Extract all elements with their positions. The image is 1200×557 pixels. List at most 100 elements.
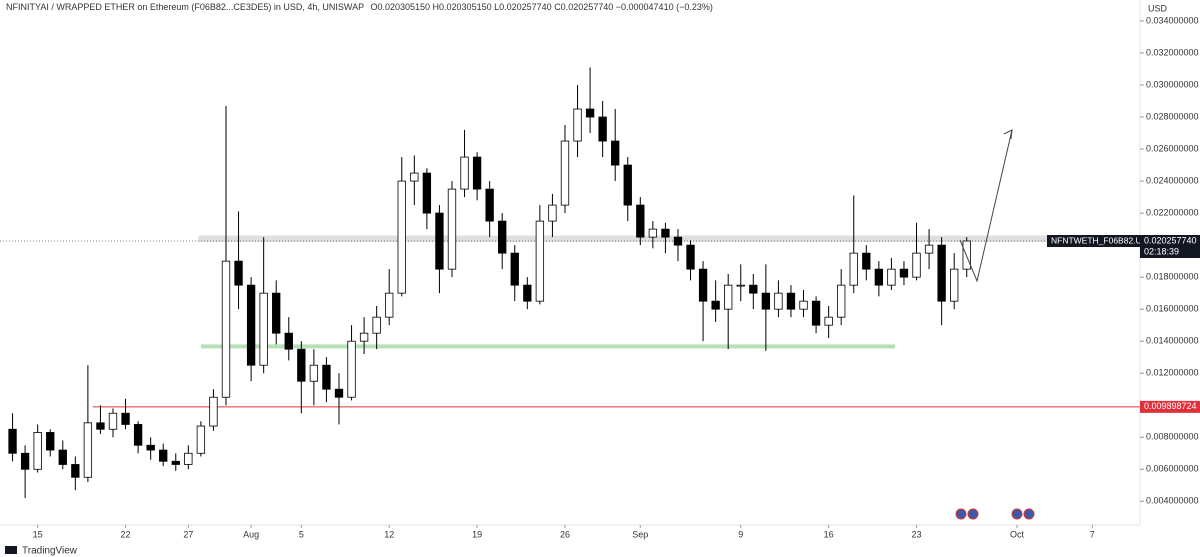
candle-body [724,284,733,310]
candle-body [410,172,419,182]
candle-body [8,428,17,454]
y-tick-label: 0.012000000 [1146,368,1199,378]
candles [8,67,971,499]
candle-body [573,108,582,142]
candle-body [20,452,30,470]
candle-body [686,244,695,270]
candle-body [297,348,306,382]
candle-body [133,424,143,446]
event-flag[interactable] [1023,508,1035,520]
candle-body [736,284,745,287]
price-label: 0.020257740 [1144,235,1197,245]
candle-body [259,292,268,366]
candle-body [234,260,243,286]
candle-body [246,284,256,366]
ohlc-low: L0.020257740 [494,2,552,12]
x-tick-label: 27 [183,529,193,539]
candle-body [749,284,758,294]
candle-body [397,180,406,294]
candle-body [661,228,670,238]
candle-body [121,412,130,425]
candle-body [460,156,469,190]
candle-body [385,292,394,318]
x-tick-label: 12 [384,529,394,539]
candle-body [849,252,858,286]
x-tick-label: 19 [472,529,482,539]
y-tick-label: 0.014000000 [1146,336,1199,346]
change: −0.000047410 (−0.23%) [616,2,713,12]
event-flag[interactable] [967,508,979,520]
candle-body [485,188,494,222]
candle-body [786,292,796,310]
candle-body [899,268,909,278]
candle-body [359,332,369,342]
x-tick-label: 16 [824,529,834,539]
x-tick-label: Sep [632,529,648,539]
brand-name: TradingView [22,546,78,557]
symbol-box [1047,235,1140,248]
x-tick-label: 23 [912,529,922,539]
symbol-title: NFINITYAI / WRAPPED ETHER on Ethereum (F… [6,2,364,12]
candle-body [322,364,331,390]
zones [198,235,1140,349]
candle-body [950,268,959,302]
candle-body [146,444,155,451]
candle-body [535,220,545,302]
projection-arrow [959,129,1013,283]
x-tick-label: 9 [738,529,743,539]
y-tick-label: 0.008000000 [1146,432,1199,442]
candle-body [811,300,821,326]
price-zone [198,235,1140,242]
candle-body [510,252,519,286]
event-flag[interactable] [955,508,967,520]
candle-body [33,432,42,470]
candle-body [673,236,683,246]
event-flag[interactable] [1011,508,1023,520]
candle-body [623,164,632,206]
candle-body [585,108,595,118]
support-label-box [1140,400,1200,413]
x-tick-label: 7 [1090,529,1095,539]
candle-body [761,292,771,310]
x-tick-label: 22 [121,529,131,539]
currency: USD [1148,3,1168,13]
ohlc-high: H0.020305150 [433,2,492,12]
candle-body [598,116,607,142]
x-tick-label: 15 [33,529,43,539]
candle-body [372,316,381,334]
candle-body [334,388,344,398]
y-tick-label: 0.016000000 [1146,304,1199,314]
candle-body [824,316,833,326]
candle-body [862,252,871,270]
candle-body [837,284,846,318]
x-tick-label: Aug [243,529,259,539]
header: NFINITYAI / WRAPPED ETHER on Ethereum (F… [6,2,713,12]
candle-body [96,422,105,430]
candle-body [648,228,658,238]
candle-body [159,449,168,462]
y-tick-label: 0.030000000 [1146,79,1199,89]
y-tick-label: 0.028000000 [1146,111,1199,121]
candle-body [472,156,482,190]
candle-body [498,220,507,254]
arrow-head [1003,129,1013,140]
candle-body [548,204,557,222]
y-tick-label: 0.006000000 [1146,464,1199,474]
candle-body [196,425,206,454]
price-box [1140,235,1200,259]
y-tick-label: 0.026000000 [1146,143,1199,153]
lines [0,240,1140,408]
y-tick-label: 0.004000000 [1146,496,1199,506]
brand: TradingView [5,546,78,557]
brand-logo [5,546,17,554]
candle-body [435,212,444,270]
candle-body [422,172,432,214]
x-tick-label: Oct [1010,529,1025,539]
candle-body [347,340,356,398]
candle-body [799,300,808,310]
candle-body [171,460,180,465]
candle-body [937,244,946,302]
candle-body [184,452,193,465]
